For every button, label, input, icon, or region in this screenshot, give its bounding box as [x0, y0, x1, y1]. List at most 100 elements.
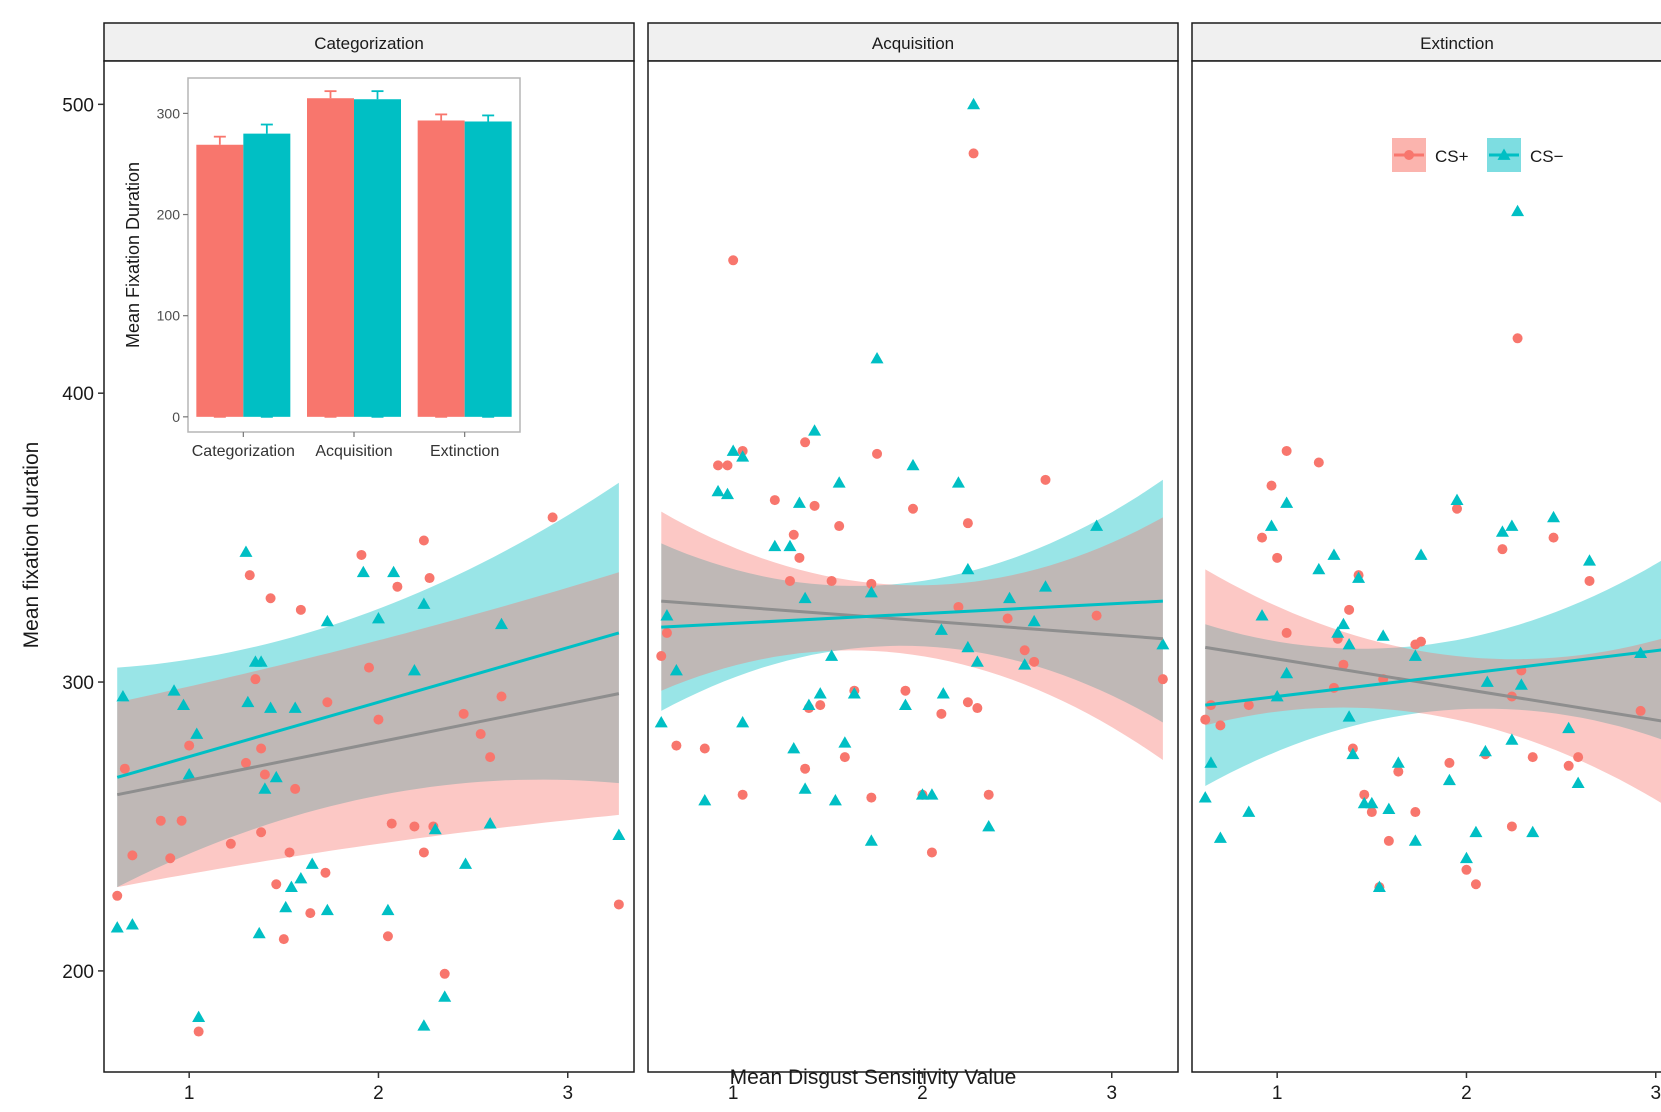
- cs-plus-point: [1157, 674, 1168, 685]
- cs-minus-point: [721, 487, 734, 500]
- facet-title: Categorization: [314, 34, 424, 53]
- cs-minus-point: [417, 597, 431, 609]
- cs-minus-point: [825, 649, 839, 661]
- cs-plus-point: [547, 512, 558, 523]
- cs-minus-point: [847, 687, 861, 699]
- cs-plus-fit-line: [1205, 645, 1661, 723]
- cs-minus-point: [711, 484, 725, 497]
- cs-minus-point: [1583, 554, 1596, 566]
- cs-minus-point: [320, 614, 334, 627]
- cs-minus-point: [239, 545, 253, 557]
- y-tick-label: 500: [62, 95, 94, 116]
- cs-plus-point: [127, 850, 138, 861]
- x-axis-title: Mean Disgust Sensitivity Value: [730, 1066, 1017, 1089]
- cs-minus-point: [417, 1019, 431, 1031]
- cs-minus-point: [1365, 796, 1379, 809]
- cs-plus-point: [1548, 532, 1559, 543]
- cs-plus-point: [794, 552, 805, 563]
- cs-minus-point: [783, 539, 797, 552]
- cs-plus-confidence-band: [117, 572, 619, 888]
- cs-minus-point: [241, 695, 255, 708]
- cs-plus-point: [800, 437, 811, 448]
- panel-border: [103, 60, 635, 1073]
- cs-minus-point: [660, 609, 674, 621]
- cs-plus-point: [322, 697, 333, 708]
- cs-minus-bar: [464, 121, 512, 417]
- cs-minus-point: [808, 424, 822, 436]
- cs-plus-point: [240, 757, 251, 768]
- cs-minus-point: [1414, 548, 1428, 560]
- cs-minus-point: [1352, 571, 1366, 583]
- cs-plus-point: [424, 573, 435, 584]
- cs-plus-point: [271, 879, 282, 890]
- cs-plus-fit-line: [116, 692, 620, 797]
- cs-plus-point: [1338, 659, 1349, 670]
- cs-minus-point: [982, 819, 996, 832]
- cs-minus-point: [864, 585, 878, 598]
- cs-plus-point: [834, 521, 845, 532]
- cs-plus-point: [671, 740, 682, 751]
- cs-minus-point: [906, 458, 920, 471]
- cs-minus-bar: [354, 99, 401, 417]
- cs-plus-point: [382, 931, 393, 942]
- cs-plus-point: [290, 783, 301, 794]
- cs-plus-point: [699, 743, 710, 754]
- cs-minus-point: [258, 782, 272, 794]
- cs-plus-point: [1452, 503, 1462, 514]
- cs-plus-point: [1359, 789, 1370, 800]
- cs-plus-point: [1344, 604, 1355, 615]
- cs-minus-point: [1408, 649, 1422, 661]
- cs-minus-point: [1505, 733, 1519, 745]
- cs-minus-fit-line: [661, 599, 1163, 629]
- cs-plus-confidence-band: [661, 511, 1163, 760]
- cs-plus-point: [409, 821, 420, 832]
- cs-plus-point: [364, 662, 374, 673]
- cs-minus-point: [190, 727, 204, 739]
- cs-minus-confidence-band: [117, 482, 619, 888]
- cs-plus-point: [1461, 864, 1472, 875]
- inset-x-tick-label: Categorization: [192, 443, 295, 460]
- cs-minus-point: [320, 903, 334, 916]
- cs-plus-point: [1497, 544, 1508, 555]
- cs-plus-point: [496, 691, 507, 702]
- cs-minus-point: [1090, 519, 1104, 531]
- x-tick-label: 3: [1650, 1083, 1661, 1104]
- cs-plus-point: [305, 908, 316, 919]
- cs-minus-point: [182, 767, 196, 780]
- legend-key-point: [1404, 150, 1414, 160]
- cs-minus-confidence-band: [1205, 560, 1661, 786]
- cs-plus-point: [972, 703, 983, 714]
- cs-minus-point: [832, 476, 846, 488]
- cs-plus-point: [962, 518, 973, 529]
- cs-minus-point: [254, 655, 268, 667]
- cs-minus-point: [1280, 496, 1294, 508]
- x-tick-label: 2: [373, 1083, 384, 1104]
- cs-plus-point: [826, 575, 837, 586]
- inset-y-axis-title: Mean Fixation Duration: [123, 162, 143, 348]
- cs-minus-point: [371, 611, 385, 624]
- cs-minus-point: [177, 698, 190, 711]
- cs-plus-point: [418, 847, 429, 858]
- cs-plus-point: [1091, 610, 1102, 621]
- inset-x-tick-label: Acquisition: [315, 443, 392, 460]
- cs-plus-point: [809, 500, 820, 511]
- cs-minus-point: [1213, 831, 1227, 843]
- cs-plus-point: [872, 448, 883, 459]
- cs-plus-point: [1215, 720, 1226, 731]
- cs-minus-point: [1342, 637, 1356, 650]
- cs-minus-point: [736, 715, 750, 728]
- cs-minus-point: [1408, 834, 1422, 846]
- cs-plus-point: [119, 763, 130, 774]
- cs-plus-point: [1257, 532, 1268, 543]
- cs-minus-point: [951, 476, 965, 488]
- panel-border: [647, 60, 1179, 1073]
- cs-minus-point: [1198, 791, 1212, 803]
- cs-minus-point: [167, 684, 181, 696]
- cs-minus-point: [936, 687, 950, 699]
- cs-plus-point: [295, 604, 306, 615]
- facet-strip: [647, 22, 1179, 62]
- panel-acquisition: Acquisition: [647, 22, 1179, 1073]
- cs-minus-point: [736, 450, 750, 462]
- legend: CS+ CS−: [1392, 138, 1564, 172]
